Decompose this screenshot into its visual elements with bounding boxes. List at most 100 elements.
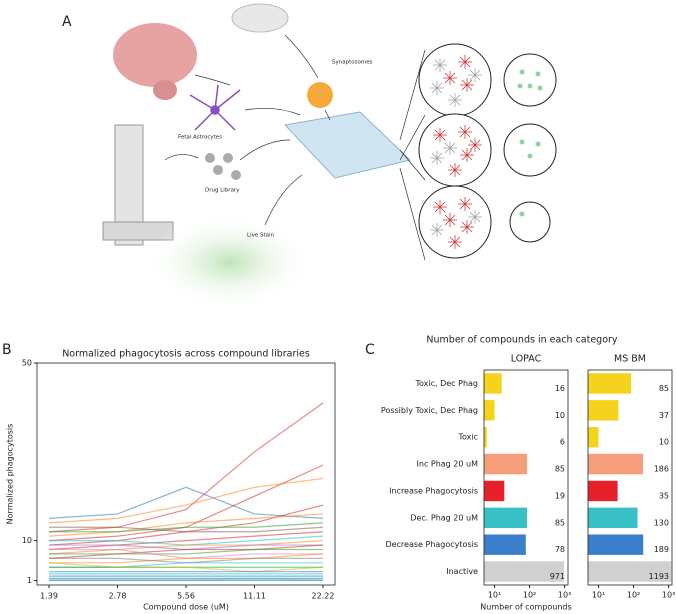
value-label: 189 (654, 545, 669, 554)
cell-process (464, 56, 471, 63)
bar (588, 373, 632, 394)
cell-process (469, 69, 476, 76)
cell-process (474, 69, 481, 76)
cell-process (459, 56, 466, 63)
cell-process (436, 224, 443, 231)
cell-process (469, 144, 476, 151)
cell-process (459, 203, 466, 210)
cell-process (469, 216, 476, 223)
cell-process (466, 221, 473, 228)
series-line (48, 540, 324, 555)
cell-process (436, 229, 443, 236)
cell (527, 153, 533, 159)
drug-library (205, 153, 241, 180)
cell-process (444, 147, 451, 154)
cell-process (454, 236, 461, 243)
bar (484, 453, 528, 475)
well (509, 201, 551, 243)
cell (517, 83, 523, 89)
cell-process (449, 214, 456, 221)
cell-process (461, 84, 468, 91)
bar (588, 480, 618, 502)
cell-process (461, 226, 468, 233)
cell-process (436, 87, 443, 94)
cell-process (464, 203, 471, 210)
category-label: Decrease Phagocytosis (385, 540, 478, 549)
series-line (49, 548, 323, 555)
value-label: 6 (560, 438, 565, 447)
x-axis-label: Compound dose (uM) (143, 603, 229, 612)
series-line (48, 531, 324, 551)
x-tick-label: 10³ (558, 591, 571, 600)
bar (588, 561, 672, 582)
cell-process (474, 139, 481, 146)
value-label: 85 (555, 518, 565, 527)
series-line (49, 522, 324, 533)
cell-process (454, 99, 461, 106)
value-label: 971 (550, 572, 565, 581)
x-tick-label: 11.11 (243, 592, 266, 601)
value-label: 78 (555, 545, 565, 554)
category-label: Toxic, Dec Phag (414, 379, 478, 388)
cell-process (434, 134, 441, 141)
value-label: 10 (659, 438, 669, 447)
cell-process (474, 211, 481, 218)
cell-process (466, 226, 473, 233)
series-line (49, 557, 323, 564)
cell-process (439, 206, 446, 213)
cell-process (431, 224, 438, 231)
category-label: Dec. Phag 20 uM (410, 513, 478, 522)
value-label: 1193 (649, 572, 669, 581)
x-tick-label: 10³ (662, 591, 675, 600)
panel-frame (587, 369, 673, 586)
bar (484, 400, 495, 421)
bar (484, 561, 565, 582)
cell-process (469, 74, 476, 81)
value-label: 130 (654, 518, 669, 527)
cell-process (466, 79, 473, 86)
x-tick-label: 1.39 (40, 592, 58, 601)
label: Drug Library (205, 188, 240, 194)
cell-process (474, 144, 481, 151)
bar (588, 426, 599, 448)
cell-process (466, 154, 473, 161)
chart-title: Number of compounds in each category (426, 335, 618, 346)
cell-process (436, 157, 443, 164)
cell-process (461, 79, 468, 86)
well (503, 53, 557, 107)
x-tick-label: 10¹ (488, 591, 501, 600)
panel-label: B (2, 342, 12, 358)
bar (484, 534, 526, 555)
bar (484, 507, 528, 529)
cell-process (439, 64, 446, 71)
cell-process (431, 229, 438, 236)
cell-process (431, 152, 438, 159)
cell-process (461, 149, 468, 156)
value-label: 10 (555, 411, 565, 420)
label: Synaptosomes (332, 60, 373, 66)
cell-process (444, 214, 451, 221)
cell-process (459, 61, 466, 68)
cell-process (436, 82, 443, 89)
cell-process (449, 219, 456, 226)
label: Live Stain (247, 233, 275, 239)
cell-process (439, 134, 446, 141)
cell-process (474, 216, 481, 223)
value-label: 35 (659, 491, 669, 500)
value-label: 16 (555, 384, 565, 393)
cell-process (464, 131, 471, 138)
bar (588, 507, 638, 529)
y-axis-label: Normalized phagocytosis (6, 424, 15, 525)
bar (484, 426, 487, 448)
cell-process (461, 154, 468, 161)
cell-process (434, 59, 441, 66)
x-tick-label: 2.78 (109, 592, 127, 601)
cell-process (444, 219, 451, 226)
chart-title: Normalized phagocytosis across compound … (62, 349, 310, 360)
y-tick-label: 1 (27, 576, 32, 585)
bar (484, 480, 505, 502)
cell-process (469, 211, 476, 218)
cell-process (449, 169, 456, 176)
x-axis-label: Number of compounds (480, 603, 571, 612)
